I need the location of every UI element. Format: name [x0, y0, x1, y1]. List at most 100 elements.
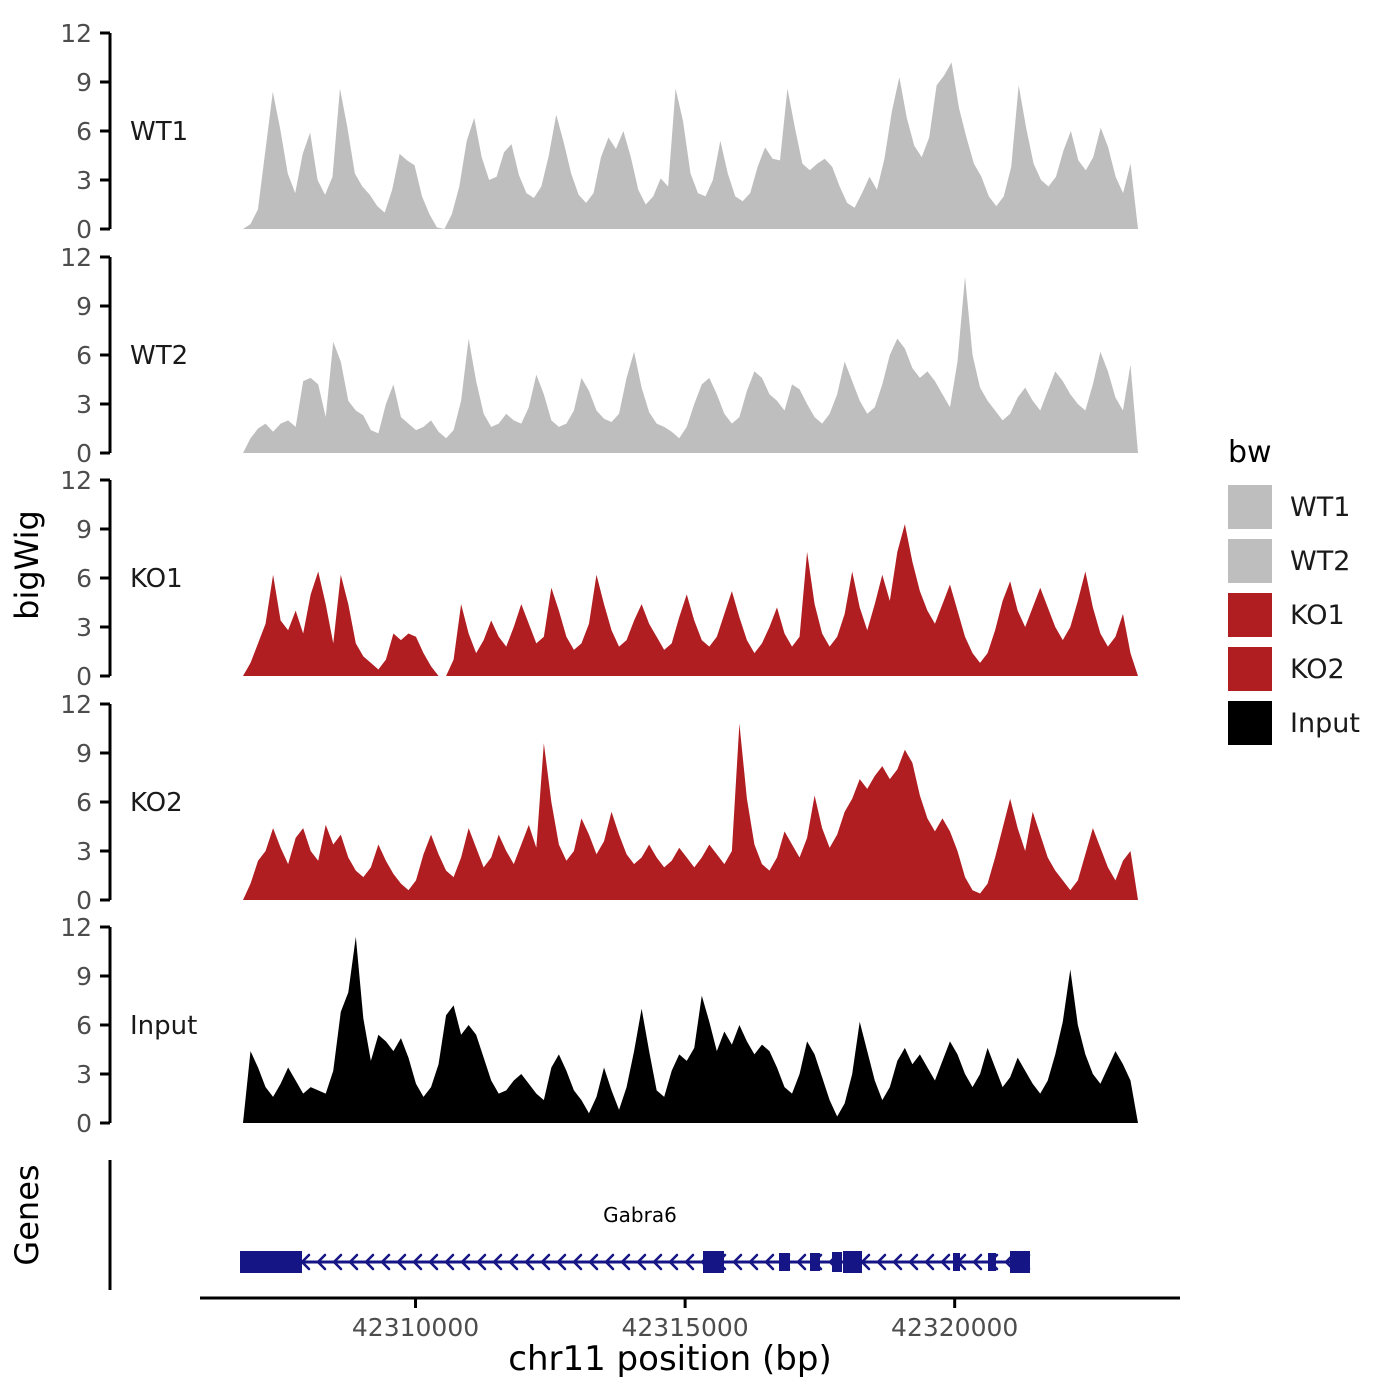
- legend-swatch-input[interactable]: [1228, 701, 1272, 745]
- strand-arrow-icon: [572, 1253, 583, 1271]
- legend-label-wt1: WT1: [1290, 492, 1350, 523]
- gene-exon-block: [843, 1251, 862, 1273]
- gene-exon-block: [779, 1253, 790, 1271]
- gene-exon-block: [953, 1253, 960, 1271]
- y-tick-label-12: 12: [60, 19, 92, 48]
- strand-arrow-icon: [668, 1253, 679, 1271]
- legend-label-ko1: KO1: [1290, 600, 1345, 631]
- strand-arrow-icon: [332, 1253, 343, 1271]
- strand-arrow-icon: [524, 1253, 535, 1271]
- y-tick-label-0: 0: [76, 439, 92, 468]
- strand-arrow-icon: [924, 1253, 935, 1271]
- strand-arrow-icon: [396, 1253, 407, 1271]
- track-wt2: 0 3 6 9 12 WT2: [60, 243, 1138, 468]
- legend-label-wt2: WT2: [1290, 546, 1350, 577]
- y-tick-label-0: 0: [76, 1109, 92, 1138]
- track-label-wt2: WT2: [130, 341, 188, 371]
- strand-arrow-icon: [508, 1253, 519, 1271]
- y-tick-label-9: 9: [76, 739, 92, 768]
- x-tick-label-42315000: 42315000: [621, 1313, 748, 1342]
- strand-arrow-icon: [908, 1253, 919, 1271]
- strand-arrow-icon: [892, 1253, 903, 1271]
- y-tick-label-3: 3: [76, 613, 92, 642]
- gene-exon-block: [703, 1251, 724, 1273]
- signal-area-input: [243, 936, 1138, 1123]
- signal-area-ko1: [243, 524, 1138, 676]
- signal-area-ko2: [243, 723, 1138, 900]
- track-ko2: 0 3 6 9 12 KO2: [60, 690, 1138, 915]
- track-label-ko1: KO1: [130, 564, 183, 594]
- legend-swatch-ko2[interactable]: [1228, 647, 1272, 691]
- legend-swatch-wt2[interactable]: [1228, 539, 1272, 583]
- y-tick-label-9: 9: [76, 515, 92, 544]
- y-tick-label-9: 9: [76, 962, 92, 991]
- legend-swatch-ko1[interactable]: [1228, 593, 1272, 637]
- x-tick-label-42310000: 42310000: [352, 1313, 479, 1342]
- gene-exon-block: [240, 1251, 302, 1273]
- y-tick-label-0: 0: [76, 215, 92, 244]
- signal-area-wt2: [243, 276, 1138, 453]
- x-axis-title: chr11 position (bp): [508, 1339, 831, 1379]
- track-label-input: Input: [130, 1011, 197, 1041]
- strand-arrow-icon: [476, 1253, 487, 1271]
- strand-arrow-icon: [412, 1253, 423, 1271]
- strand-arrow-icon: [428, 1253, 439, 1271]
- strand-arrow-icon: [492, 1253, 503, 1271]
- strand-arrow-icon: [460, 1253, 471, 1271]
- gene-exon-block: [1010, 1251, 1030, 1273]
- gene-exon-block: [988, 1253, 996, 1271]
- y-tick-label-12: 12: [60, 913, 92, 942]
- track-label-wt1: WT1: [130, 117, 188, 147]
- y-tick-label-9: 9: [76, 292, 92, 321]
- y-tick-label-3: 3: [76, 837, 92, 866]
- y-tick-label-3: 3: [76, 166, 92, 195]
- track-wt1: 0 3 6 9 12 WT1: [60, 19, 1138, 244]
- strand-arrow-icon: [540, 1253, 551, 1271]
- strand-arrow-icon: [940, 1253, 951, 1271]
- strand-arrow-icon: [684, 1253, 695, 1271]
- strand-arrow-icon: [364, 1253, 375, 1271]
- strand-arrow-icon: [348, 1253, 359, 1271]
- strand-arrow-icon: [588, 1253, 599, 1271]
- legend-label-input: Input: [1290, 708, 1360, 739]
- y-tick-label-0: 0: [76, 662, 92, 691]
- y-axis-title: bigWig: [8, 510, 46, 620]
- track-panels: 0 3 6 9 12 WT1 0 3 6 9 12 WT2 0 3 6 9 12 KO1 0 3 6 9 12 KO2 0 3 6 9…: [60, 19, 1138, 1138]
- legend-title: bw: [1228, 435, 1272, 470]
- track-ko1: 0 3 6 9 12 KO1: [60, 466, 1138, 691]
- x-tick-label-42320000: 42320000: [891, 1313, 1018, 1342]
- track-input: 0 3 6 9 12 Input: [60, 913, 1138, 1138]
- y-tick-label-0: 0: [76, 886, 92, 915]
- y-tick-label-9: 9: [76, 68, 92, 97]
- y-tick-label-6: 6: [76, 117, 92, 146]
- genes-axis-title: Genes: [8, 1164, 46, 1265]
- x-axis: 42310000 42315000 42320000: [200, 1296, 1180, 1342]
- strand-arrow-icon: [556, 1253, 567, 1271]
- gene-exon-block: [832, 1252, 842, 1272]
- gene-name-label: Gabra6: [603, 1203, 677, 1227]
- gene-exon-block: [810, 1253, 820, 1271]
- strand-arrow-icon: [620, 1253, 631, 1271]
- signal-area-wt1: [243, 62, 1138, 230]
- legend-swatch-wt1[interactable]: [1228, 485, 1272, 529]
- strand-arrow-icon: [876, 1253, 887, 1271]
- legend-label-ko2: KO2: [1290, 654, 1345, 685]
- strand-arrow-icon: [636, 1253, 647, 1271]
- y-tick-label-3: 3: [76, 390, 92, 419]
- strand-arrow-icon: [732, 1253, 743, 1271]
- strand-arrow-icon: [604, 1253, 615, 1271]
- y-tick-label-6: 6: [76, 564, 92, 593]
- strand-arrow-icon: [316, 1253, 327, 1271]
- track-label-ko2: KO2: [130, 788, 183, 818]
- y-tick-label-12: 12: [60, 243, 92, 272]
- strand-arrow-icon: [652, 1253, 663, 1271]
- strand-arrow-icon: [764, 1253, 775, 1271]
- genes-panel: Gabra6: [108, 1160, 1031, 1290]
- strand-arrow-icon: [796, 1253, 807, 1271]
- strand-arrow-icon: [380, 1253, 391, 1271]
- y-tick-label-3: 3: [76, 1060, 92, 1089]
- strand-arrow-icon: [972, 1253, 983, 1271]
- strand-arrow-icon: [444, 1253, 455, 1271]
